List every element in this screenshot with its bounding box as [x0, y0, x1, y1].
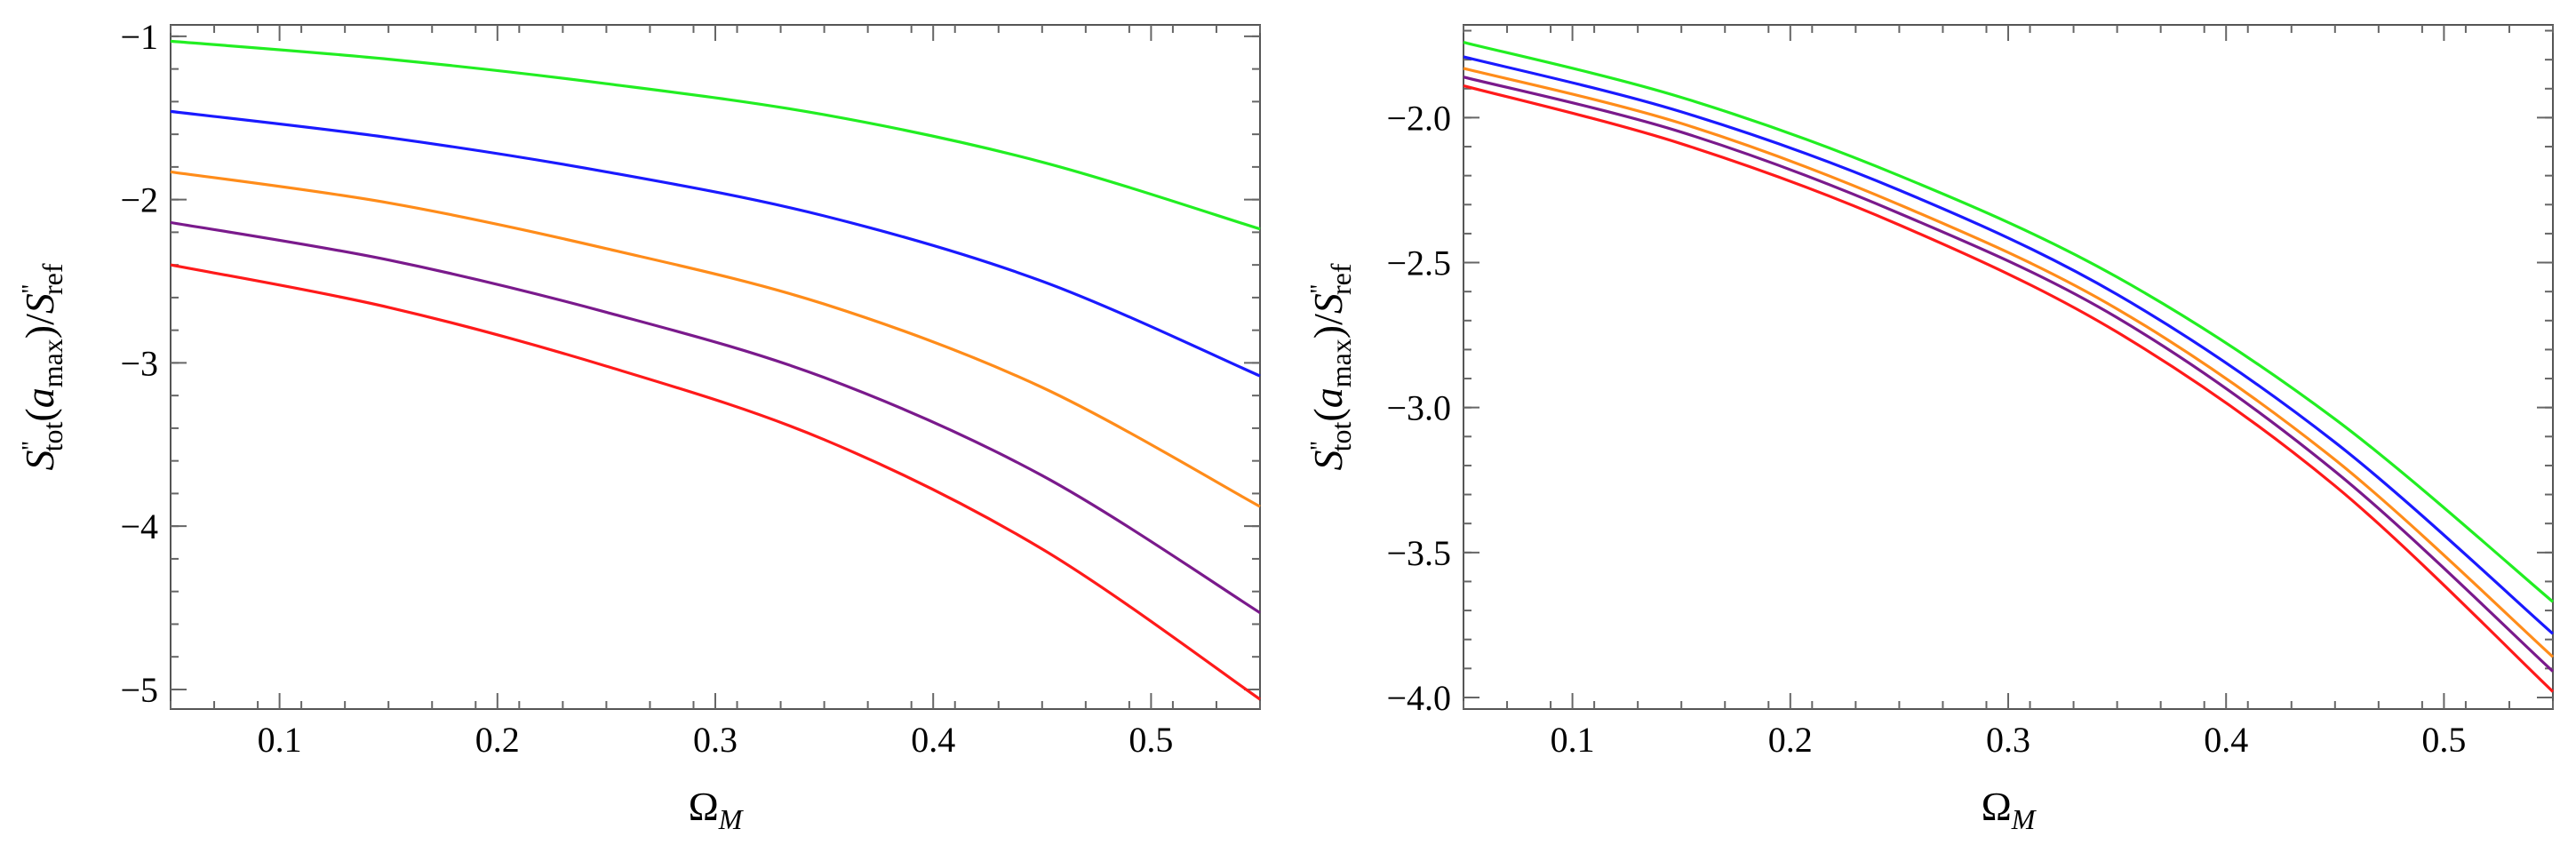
series-line-red — [1463, 84, 2555, 693]
chart-panel-1: 0.1 0.2 0.3 0.4 0.5 −1 −2 −3 −4 −5 ΩM S''tot(amax)/… — [17, 17, 1261, 835]
chart-panel-2: 0.1 0.2 0.3 0.4 0.5 −2.0 −2.5 −3.0 −3.5 −4.0 ΩM S''… — [1305, 24, 2555, 835]
x-axis-title: ΩM — [689, 784, 745, 835]
plot-frame — [170, 24, 1261, 710]
y-tick-label: −2.5 — [1386, 243, 1451, 283]
y-tick-label: −3.0 — [1386, 388, 1451, 428]
x-tick-label: 0.2 — [1768, 720, 1813, 760]
x-tick-label: 0.3 — [1986, 720, 2030, 760]
series-line-blue — [1463, 55, 2555, 635]
y-tick-label: −2 — [120, 180, 158, 220]
y-axis-title: S''tot(amax)/S''ref — [1305, 263, 1357, 470]
y-tick-label: −4 — [120, 506, 158, 546]
y-tick-label: −4.0 — [1386, 678, 1451, 718]
y-tick-label: −2.0 — [1386, 98, 1451, 138]
x-axis-title: ΩM — [1982, 784, 2038, 835]
x-tick-label: 0.5 — [2421, 720, 2466, 760]
series-line-purple — [170, 220, 1261, 614]
x-tick-label: 0.1 — [258, 720, 302, 760]
y-tick-label: −5 — [120, 670, 158, 710]
series-line-orange — [170, 170, 1261, 508]
y-tick-label: −1 — [120, 17, 158, 57]
y-tick-label: −3 — [120, 343, 158, 383]
x-tick-label: 0.4 — [2204, 720, 2248, 760]
x-tick-label: 0.2 — [475, 720, 520, 760]
series-line-green — [170, 39, 1261, 231]
x-tick-label: 0.4 — [911, 720, 955, 760]
y-axis-title: S''tot(amax)/S''ref — [17, 263, 68, 470]
series-line-green — [1463, 41, 2555, 603]
x-tick-label: 0.3 — [693, 720, 738, 760]
y-tick-label: −3.5 — [1386, 533, 1451, 573]
series-line-blue — [170, 109, 1261, 378]
x-tick-label: 0.5 — [1128, 720, 1173, 760]
series-line-red — [170, 263, 1261, 701]
series-line-orange — [1463, 67, 2555, 658]
x-tick-label: 0.1 — [1551, 720, 1595, 760]
series-line-purple — [1463, 76, 2555, 673]
